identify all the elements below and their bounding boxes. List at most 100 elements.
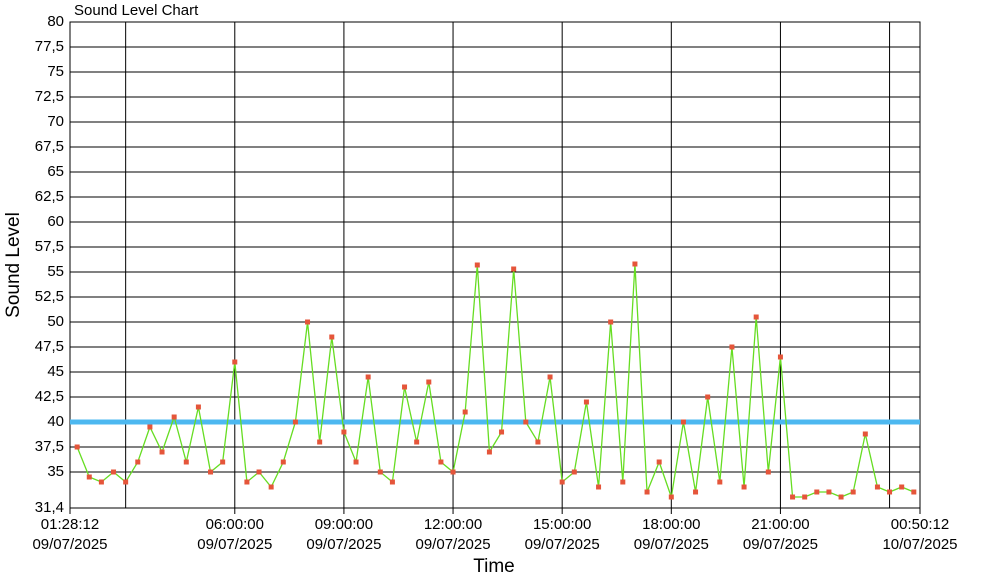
- data-point: [244, 479, 250, 485]
- data-point: [523, 419, 529, 425]
- data-point: [583, 399, 589, 405]
- data-point: [74, 444, 80, 450]
- x-tick-label: 09/07/2025: [197, 536, 272, 553]
- data-point: [256, 469, 262, 475]
- x-tick-label: 09:00:00: [315, 516, 373, 533]
- data-point: [729, 344, 735, 350]
- data-point: [232, 359, 238, 365]
- data-point: [741, 484, 747, 490]
- data-point: [341, 429, 347, 435]
- x-tick-label: 06:00:00: [206, 516, 264, 533]
- x-tick-label: 18:00:00: [642, 516, 700, 533]
- x-tick-label: 09/07/2025: [634, 536, 709, 553]
- y-tick-label: 62,5: [35, 188, 64, 205]
- data-point: [790, 494, 796, 500]
- y-tick-label: 70: [47, 113, 64, 130]
- data-point: [862, 431, 868, 437]
- data-point: [135, 459, 141, 465]
- y-tick-label: 37,5: [35, 438, 64, 455]
- data-point: [644, 489, 650, 495]
- y-tick-label: 80: [47, 13, 64, 30]
- x-tick-label: 09/07/2025: [743, 536, 818, 553]
- data-point: [668, 494, 674, 500]
- y-tick-label: 47,5: [35, 338, 64, 355]
- data-point: [535, 439, 541, 445]
- data-point: [305, 319, 311, 325]
- x-tick-label: 00:50:12: [891, 516, 949, 533]
- data-point: [802, 494, 808, 500]
- data-point: [571, 469, 577, 475]
- x-tick-label: 01:28:12: [41, 516, 99, 533]
- data-point: [620, 479, 626, 485]
- x-tick-label: 15:00:00: [533, 516, 591, 533]
- data-point: [511, 266, 517, 272]
- y-tick-label: 72,5: [35, 88, 64, 105]
- y-axis-label: Sound Level: [3, 212, 24, 318]
- x-tick-label: 09/07/2025: [32, 536, 107, 553]
- y-tick-label: 45: [47, 363, 64, 380]
- x-tick-label: 09/07/2025: [525, 536, 600, 553]
- data-point: [680, 419, 686, 425]
- data-point: [632, 261, 638, 267]
- x-tick-label: 09/07/2025: [306, 536, 381, 553]
- data-point: [826, 489, 832, 495]
- data-point: [596, 484, 602, 490]
- data-point: [111, 469, 117, 475]
- data-point: [899, 484, 905, 490]
- data-point: [414, 439, 420, 445]
- data-point: [838, 494, 844, 500]
- data-point: [462, 409, 468, 415]
- x-tick-label: 12:00:00: [424, 516, 482, 533]
- data-point: [402, 384, 408, 390]
- data-point: [208, 469, 214, 475]
- data-point: [123, 479, 129, 485]
- data-point: [450, 469, 456, 475]
- data-point: [389, 479, 395, 485]
- data-point: [147, 424, 153, 430]
- y-tick-label: 60: [47, 213, 64, 230]
- data-point: [86, 474, 92, 480]
- data-point: [559, 479, 565, 485]
- series-line: [76, 263, 915, 498]
- data-point: [329, 334, 335, 340]
- data-point: [486, 449, 492, 455]
- data-point: [377, 469, 383, 475]
- data-point: [705, 394, 711, 400]
- data-point: [438, 459, 444, 465]
- data-point: [98, 479, 104, 485]
- y-tick-label: 65: [47, 163, 64, 180]
- data-point: [547, 374, 553, 380]
- data-point: [499, 429, 505, 435]
- data-point: [608, 319, 614, 325]
- data-point: [874, 484, 880, 490]
- data-point: [171, 414, 177, 420]
- y-tick-label: 42,5: [35, 388, 64, 405]
- data-point: [474, 262, 480, 268]
- data-point: [268, 484, 274, 490]
- x-axis-label: Time: [473, 556, 515, 577]
- data-point: [693, 489, 699, 495]
- data-point: [280, 459, 286, 465]
- y-tick-label: 55: [47, 263, 64, 280]
- y-tick-label: 40: [47, 413, 64, 430]
- x-tick-label: 21:00:00: [751, 516, 809, 533]
- x-tick-label: 09/07/2025: [416, 536, 491, 553]
- y-tick-label: 57,5: [35, 238, 64, 255]
- y-tick-label: 31,4: [35, 499, 64, 516]
- y-tick-label: 67,5: [35, 138, 64, 155]
- data-point: [159, 449, 165, 455]
- plot-area: [69, 21, 921, 509]
- data-point: [717, 479, 723, 485]
- data-point: [814, 489, 820, 495]
- data-point: [753, 314, 759, 320]
- data-point: [317, 439, 323, 445]
- data-point: [911, 489, 917, 495]
- y-tick-label: 35: [47, 463, 64, 480]
- data-point: [292, 419, 298, 425]
- data-point: [656, 459, 662, 465]
- y-tick-label: 75: [47, 63, 64, 80]
- data-point: [353, 459, 359, 465]
- data-point: [365, 374, 371, 380]
- data-point: [195, 404, 201, 410]
